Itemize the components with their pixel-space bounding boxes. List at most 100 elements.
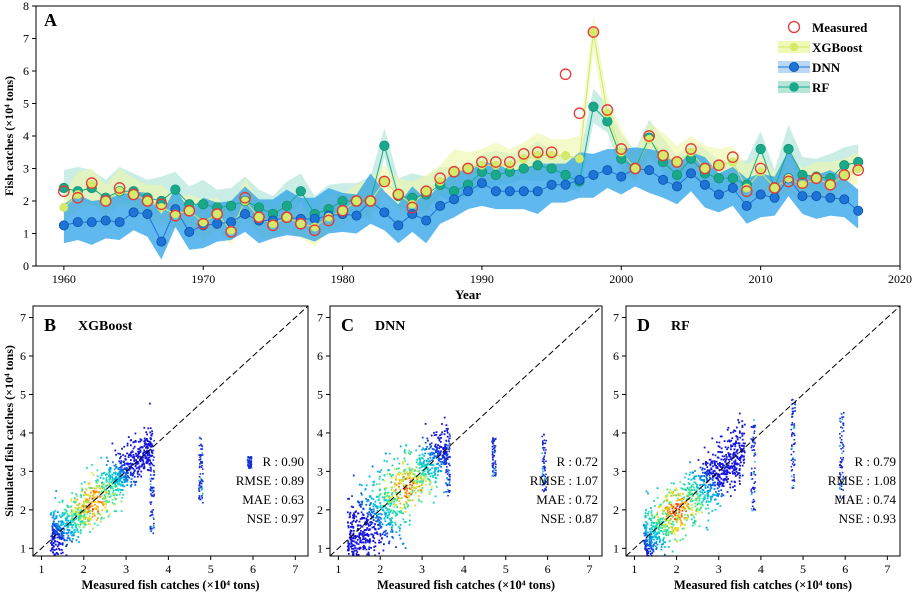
scatter-point — [430, 445, 432, 448]
dnn-point — [546, 179, 557, 190]
scatter-point — [659, 530, 662, 532]
scatter-point — [101, 498, 104, 500]
scatter-point — [666, 529, 668, 532]
scatter-point — [754, 487, 756, 489]
scatter-point — [419, 481, 422, 484]
scatter-point — [674, 538, 676, 541]
scatter-point — [650, 554, 653, 556]
scatter-point — [378, 539, 381, 542]
scatter-point — [430, 442, 433, 445]
scatter-point — [377, 496, 380, 498]
scatter-point — [362, 531, 364, 533]
scatter-point — [114, 472, 117, 474]
rf-point — [379, 140, 390, 151]
scatter-point — [647, 547, 650, 550]
scatter-point — [543, 489, 546, 492]
scatter-point — [421, 478, 423, 481]
scatter-point — [368, 575, 370, 577]
scatter-point — [692, 522, 695, 524]
scatter-point — [791, 447, 793, 450]
scatter-point — [146, 449, 148, 452]
scatter-point — [711, 483, 714, 486]
scatter-point — [712, 475, 714, 477]
scatter-point — [71, 513, 73, 516]
scatter-point — [109, 495, 112, 497]
scatter-point — [649, 542, 652, 545]
scatter-point — [88, 517, 91, 520]
dnn-point — [518, 186, 529, 197]
scatter-point — [389, 511, 392, 514]
scatter-point — [701, 491, 704, 494]
scatter-point — [675, 494, 678, 497]
scatter-point — [391, 492, 394, 494]
scatter-point — [656, 558, 658, 560]
scatter-point — [357, 524, 360, 527]
scatter-point — [840, 439, 843, 441]
scatter-point — [88, 501, 91, 504]
scatter-point — [840, 457, 842, 459]
scatter-point — [694, 482, 697, 485]
scatter-point — [386, 535, 388, 538]
scatter-point — [699, 478, 702, 481]
scatter-point — [672, 529, 675, 532]
scatter-point — [670, 501, 673, 504]
scatter-point — [494, 446, 496, 449]
scatter-point — [448, 440, 450, 443]
scatter-point — [153, 518, 155, 520]
scatter-point — [672, 510, 675, 513]
scatter-point — [662, 539, 664, 541]
scatter-point — [718, 469, 721, 471]
scatter-point — [351, 544, 354, 547]
scatter-point — [248, 465, 251, 468]
scatter-point — [402, 462, 405, 465]
scatter-point — [706, 497, 709, 500]
measured-point — [768, 182, 781, 194]
scatter-point — [81, 487, 84, 490]
y-tick-label: 3 — [613, 464, 619, 478]
scatter-point — [377, 513, 380, 515]
scatter-point — [707, 519, 710, 522]
scatter-point — [492, 458, 494, 461]
scatter-point — [70, 531, 72, 534]
scatter-point — [361, 493, 363, 496]
scatter-point — [404, 472, 406, 475]
scatter-point — [88, 497, 91, 499]
scatter-point — [696, 489, 698, 492]
scatter-point — [448, 484, 450, 486]
scatter-point — [96, 495, 99, 498]
scatter-point — [432, 474, 434, 477]
scatter-point — [87, 483, 90, 486]
scatter-point — [494, 462, 496, 464]
scatter-point — [53, 528, 55, 531]
scatter-point — [126, 476, 128, 479]
scatter-point — [86, 500, 89, 503]
scatter-point — [121, 469, 124, 472]
scatter-point — [386, 517, 389, 519]
scatter-point — [384, 515, 387, 518]
scatter-point — [358, 534, 361, 537]
scatter-point — [105, 500, 108, 503]
scatter-point — [90, 491, 92, 494]
scatter-point — [99, 513, 102, 516]
scatter-point — [741, 426, 744, 429]
scatter-point — [842, 477, 845, 480]
scatter-point — [137, 452, 140, 455]
scatter-point — [791, 486, 793, 488]
scatter-point — [543, 439, 546, 441]
measured-point — [726, 151, 739, 163]
scatter-point — [198, 479, 200, 482]
scatter-point — [433, 456, 436, 459]
scatter-point — [541, 489, 544, 491]
scatter-point — [408, 495, 411, 497]
scatter-point — [493, 468, 496, 471]
scatter-point — [386, 509, 388, 511]
scatter-point — [721, 455, 724, 458]
scatter-point — [102, 487, 104, 490]
scatter-point — [131, 467, 134, 469]
scatter-point — [81, 521, 84, 523]
scatter-point — [447, 488, 449, 491]
scatter-point — [201, 489, 203, 491]
scatter-point — [145, 461, 148, 464]
scatter-point — [728, 453, 731, 456]
scatter-point — [673, 528, 676, 530]
